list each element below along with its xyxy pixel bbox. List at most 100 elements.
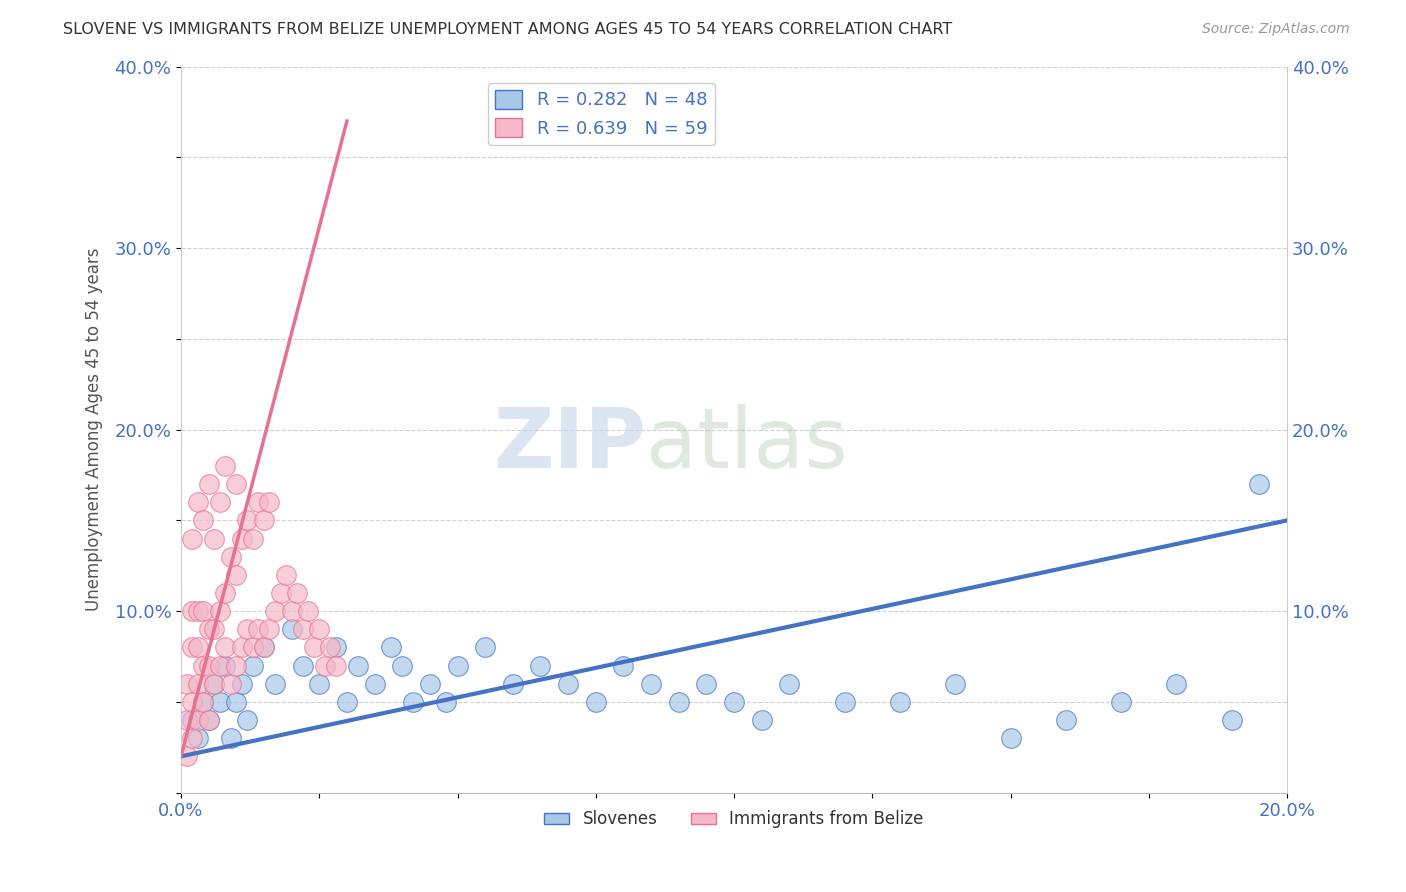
Point bbox=[1000, 731, 1022, 746]
Point bbox=[181, 640, 204, 655]
Point bbox=[191, 695, 214, 709]
Point bbox=[197, 658, 219, 673]
Text: SLOVENE VS IMMIGRANTS FROM BELIZE UNEMPLOYMENT AMONG AGES 45 TO 54 YEARS CORRELA: SLOVENE VS IMMIGRANTS FROM BELIZE UNEMPL… bbox=[63, 22, 952, 37]
Point bbox=[219, 731, 242, 746]
Point bbox=[308, 677, 330, 691]
Point bbox=[612, 658, 634, 673]
Point bbox=[834, 695, 856, 709]
Point bbox=[889, 695, 911, 709]
Point bbox=[176, 713, 198, 727]
Point bbox=[529, 658, 551, 673]
Point bbox=[231, 532, 253, 546]
Point bbox=[1166, 677, 1188, 691]
Point bbox=[474, 640, 496, 655]
Point bbox=[280, 622, 302, 636]
Point bbox=[363, 677, 385, 691]
Point bbox=[778, 677, 800, 691]
Point bbox=[208, 695, 231, 709]
Point bbox=[187, 713, 209, 727]
Point bbox=[225, 567, 247, 582]
Point bbox=[668, 695, 690, 709]
Point bbox=[291, 622, 314, 636]
Point bbox=[297, 604, 319, 618]
Point bbox=[242, 532, 264, 546]
Point bbox=[191, 658, 214, 673]
Point bbox=[585, 695, 607, 709]
Point bbox=[557, 677, 579, 691]
Point bbox=[319, 640, 342, 655]
Point bbox=[419, 677, 441, 691]
Point bbox=[247, 622, 270, 636]
Point bbox=[723, 695, 745, 709]
Point bbox=[751, 713, 773, 727]
Point bbox=[247, 495, 270, 509]
Point bbox=[191, 695, 214, 709]
Point bbox=[197, 713, 219, 727]
Point bbox=[253, 640, 276, 655]
Point bbox=[181, 695, 204, 709]
Point bbox=[264, 604, 287, 618]
Point bbox=[236, 513, 259, 527]
Point bbox=[943, 677, 966, 691]
Point bbox=[270, 586, 292, 600]
Point bbox=[187, 604, 209, 618]
Point bbox=[231, 640, 253, 655]
Legend: Slovenes, Immigrants from Belize: Slovenes, Immigrants from Belize bbox=[537, 804, 931, 835]
Point bbox=[208, 495, 231, 509]
Point bbox=[181, 604, 204, 618]
Point bbox=[202, 677, 225, 691]
Point bbox=[176, 749, 198, 764]
Point bbox=[202, 622, 225, 636]
Point bbox=[197, 622, 219, 636]
Point bbox=[325, 658, 347, 673]
Point bbox=[181, 731, 204, 746]
Point bbox=[214, 586, 236, 600]
Point bbox=[202, 532, 225, 546]
Point bbox=[191, 604, 214, 618]
Point bbox=[347, 658, 370, 673]
Point bbox=[208, 604, 231, 618]
Point bbox=[214, 458, 236, 473]
Point bbox=[202, 677, 225, 691]
Point bbox=[197, 713, 219, 727]
Point bbox=[208, 658, 231, 673]
Point bbox=[308, 622, 330, 636]
Point bbox=[259, 622, 281, 636]
Point bbox=[314, 658, 336, 673]
Point bbox=[1109, 695, 1132, 709]
Point bbox=[181, 532, 204, 546]
Point bbox=[187, 640, 209, 655]
Point bbox=[219, 549, 242, 564]
Point bbox=[264, 677, 287, 691]
Point bbox=[191, 513, 214, 527]
Point bbox=[225, 658, 247, 673]
Point bbox=[187, 677, 209, 691]
Point bbox=[446, 658, 468, 673]
Point bbox=[176, 677, 198, 691]
Point bbox=[219, 677, 242, 691]
Text: ZIP: ZIP bbox=[494, 404, 645, 484]
Point bbox=[236, 713, 259, 727]
Point bbox=[225, 477, 247, 491]
Point bbox=[225, 695, 247, 709]
Point bbox=[640, 677, 662, 691]
Point bbox=[231, 677, 253, 691]
Point bbox=[242, 640, 264, 655]
Point bbox=[214, 640, 236, 655]
Text: atlas: atlas bbox=[645, 404, 848, 484]
Point bbox=[380, 640, 402, 655]
Point bbox=[236, 622, 259, 636]
Point bbox=[291, 658, 314, 673]
Point bbox=[253, 513, 276, 527]
Point bbox=[181, 713, 204, 727]
Point bbox=[391, 658, 413, 673]
Point bbox=[280, 604, 302, 618]
Point bbox=[253, 640, 276, 655]
Point bbox=[695, 677, 717, 691]
Point bbox=[187, 495, 209, 509]
Point bbox=[197, 477, 219, 491]
Point bbox=[285, 586, 308, 600]
Point bbox=[325, 640, 347, 655]
Point bbox=[336, 695, 359, 709]
Point bbox=[436, 695, 458, 709]
